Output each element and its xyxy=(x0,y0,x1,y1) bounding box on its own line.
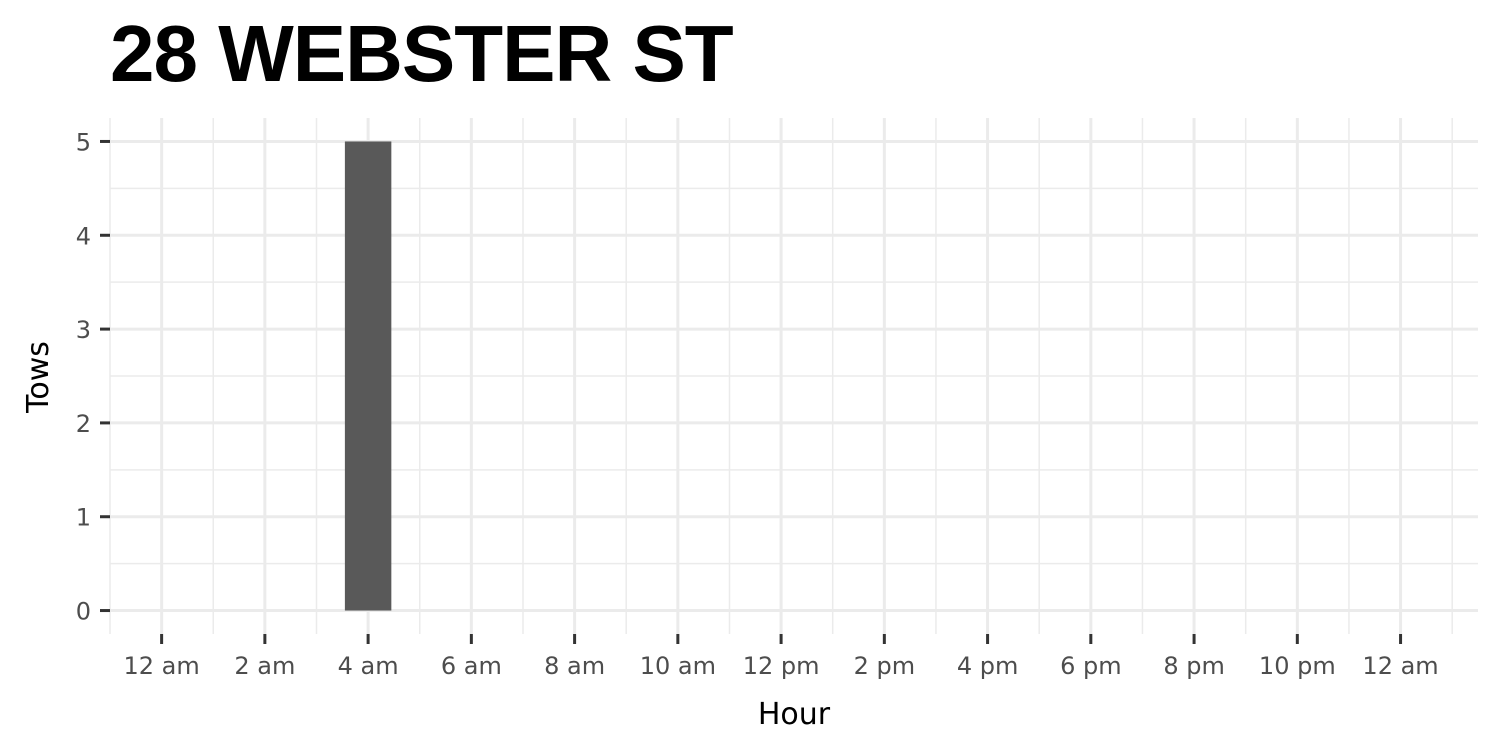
x-tick-label: 8 am xyxy=(544,652,605,680)
x-tick-label: 4 am xyxy=(338,652,399,680)
grid-layer xyxy=(109,118,1478,634)
y-tick-label: 0 xyxy=(76,598,91,626)
x-tick-label: 10 am xyxy=(640,652,716,680)
x-tick-label: 2 pm xyxy=(854,652,916,680)
x-tick-label: 2 am xyxy=(234,652,295,680)
x-tick-label: 8 pm xyxy=(1163,652,1225,680)
x-tick-label: 10 pm xyxy=(1259,652,1336,680)
x-tick-label: 4 pm xyxy=(957,652,1019,680)
x-tick-label: 12 am xyxy=(123,652,199,680)
y-tick-label: 4 xyxy=(76,222,91,250)
x-tick-label: 12 am xyxy=(1362,652,1438,680)
y-axis-title: Tows xyxy=(21,341,56,414)
bar-layer xyxy=(344,141,392,611)
bar-hour-4 xyxy=(344,141,392,611)
x-tick-label: 6 pm xyxy=(1060,652,1122,680)
y-tick-label: 3 xyxy=(76,316,91,344)
chart-title: 28 WEBSTER ST xyxy=(110,9,734,98)
y-tick-label: 2 xyxy=(76,410,91,438)
y-tick-label: 5 xyxy=(76,128,91,156)
axis-layer: 12 am 2 am 4 am 6 am 8 am 10 am 12 pm 2 pm 4 pm 6… xyxy=(76,128,1439,680)
x-axis-title: Hour xyxy=(758,697,831,732)
y-tick-label: 1 xyxy=(76,504,91,532)
x-tick-label: 12 pm xyxy=(743,652,820,680)
x-tick-label: 6 am xyxy=(441,652,502,680)
